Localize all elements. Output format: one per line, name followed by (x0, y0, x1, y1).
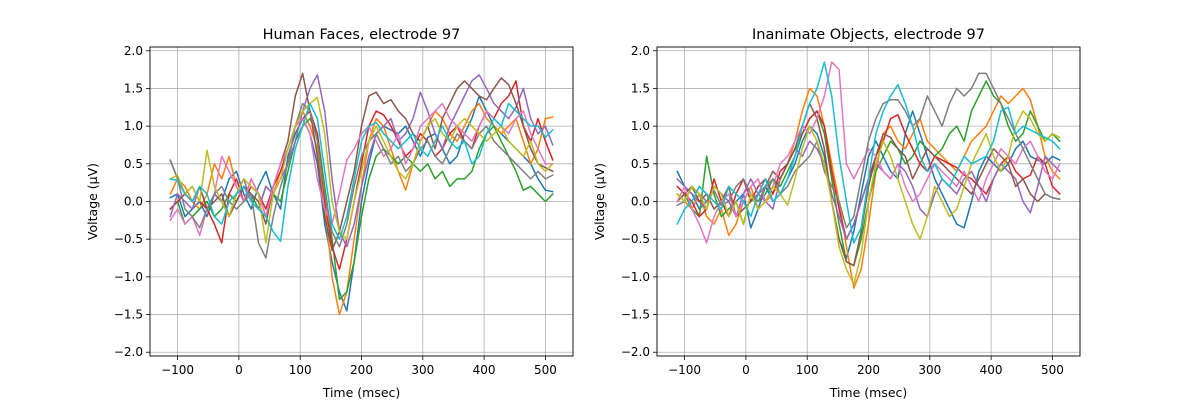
x-tick-label: 200 (857, 363, 880, 377)
plot-frame (656, 46, 1081, 357)
y-tick-label: 1.0 (631, 119, 650, 133)
y-tick-label: 1.0 (124, 119, 143, 133)
y-tick-label: 0.0 (124, 195, 143, 209)
x-tick-label: 500 (1041, 363, 1064, 377)
chart-human-faces: Human Faces, electrode 97 Time (msec) Vo… (85, 27, 574, 400)
series-line-6 (676, 102, 1061, 267)
x-tick-label: 100 (796, 363, 819, 377)
plot-frame (149, 46, 574, 357)
y-tick-label: −0.5 (621, 232, 650, 246)
y-tick-label: 2.0 (631, 44, 650, 58)
series-line-2 (676, 87, 1061, 289)
x-tick-label: 400 (980, 363, 1003, 377)
series-line-8 (676, 72, 1061, 229)
y-tick-label: −1.0 (621, 270, 650, 284)
series-group (169, 72, 554, 316)
y-tick-label: −0.5 (114, 232, 143, 246)
y-tick-label: 0.0 (631, 195, 650, 209)
x-tick-label: 0 (742, 363, 750, 377)
y-axis-label: Voltage (µV) (85, 163, 100, 240)
x-tick-label: −100 (161, 363, 194, 377)
y-tick-label: 1.5 (631, 81, 650, 95)
y-tick-label: −2.0 (114, 345, 143, 359)
chart-inanimate-objects: Inanimate Objects, electrode 97 Time (ms… (592, 27, 1081, 400)
x-tick-label: 300 (918, 363, 941, 377)
y-tick-label: −1.5 (114, 308, 143, 322)
series-line-7 (169, 102, 554, 237)
chart-title: Inanimate Objects, electrode 97 (752, 27, 985, 43)
axes: −100 0 100 200 300 400 500 −2.0 −1.5 −1.0 −0.5 0.0 0… (621, 44, 1064, 377)
y-tick-label: −1.5 (621, 308, 650, 322)
chart-title: Human Faces, electrode 97 (263, 27, 461, 43)
series-line-8 (169, 102, 554, 259)
x-tick-label: 100 (289, 363, 312, 377)
y-tick-label: 1.5 (124, 81, 143, 95)
y-axis-label: Voltage (µV) (592, 163, 607, 240)
y-tick-label: 0.5 (631, 157, 650, 171)
x-tick-label: 300 (411, 363, 434, 377)
x-axis-label: Time (msec) (829, 385, 908, 400)
x-tick-label: 500 (534, 363, 557, 377)
y-tick-label: 2.0 (124, 44, 143, 58)
series-line-1 (676, 110, 1061, 259)
axes: −100 0 100 200 300 400 500 −2.0 −1.5 −1.0 −0.5 0.0 0… (114, 44, 557, 377)
x-tick-label: 200 (350, 363, 373, 377)
series-line-9 (676, 110, 1061, 286)
series-line-10 (676, 61, 1061, 244)
series-group (676, 61, 1061, 289)
y-tick-label: −2.0 (621, 345, 650, 359)
x-tick-label: −100 (668, 363, 701, 377)
x-tick-label: 400 (473, 363, 496, 377)
x-tick-label: 0 (235, 363, 243, 377)
series-line-10 (169, 102, 554, 243)
series-line-9 (169, 96, 554, 244)
series-line-7 (676, 61, 1061, 244)
x-axis-label: Time (msec) (322, 385, 401, 400)
y-tick-label: −1.0 (114, 270, 143, 284)
y-tick-label: 0.5 (124, 157, 143, 171)
